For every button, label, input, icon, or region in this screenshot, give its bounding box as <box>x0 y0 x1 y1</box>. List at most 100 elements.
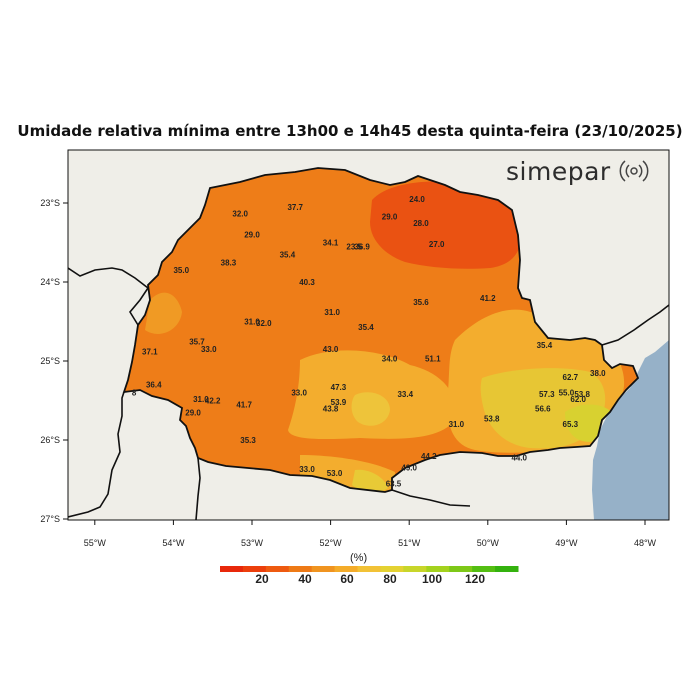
colorbar-segment <box>426 566 450 572</box>
radio-waves-icon <box>619 160 649 182</box>
station-value: 42.2 <box>205 397 221 406</box>
station-value: 28.0 <box>413 219 429 228</box>
lon-tick-label: 48°W <box>634 538 657 548</box>
lon-tick-label: 53°W <box>241 538 264 548</box>
lat-tick-label: 25°S <box>40 356 60 366</box>
station-value: 53.8 <box>484 415 500 424</box>
simepar-logo: simepar <box>506 156 649 186</box>
station-value: 29.0 <box>185 408 201 417</box>
station-value: 33.4 <box>397 390 413 399</box>
station-value: 8 <box>132 389 137 398</box>
station-value: 33.0 <box>201 345 217 354</box>
lon-tick-label: 52°W <box>320 538 343 548</box>
colorbar-segment <box>334 566 359 572</box>
station-value: 29.0 <box>244 231 260 240</box>
station-value: 43.8 <box>323 404 339 413</box>
station-value: 31.0 <box>244 318 260 327</box>
station-value: 53.8 <box>574 390 590 399</box>
map-title: Umidade relativa mínima entre 13h00 e 14… <box>17 122 683 140</box>
station-value: 27.0 <box>429 240 445 249</box>
colorbar-segment <box>242 566 267 572</box>
station-value: 34.1 <box>323 239 339 248</box>
station-value: 35.6 <box>413 298 429 307</box>
station-value: 33.0 <box>299 465 315 474</box>
station-value: 37.1 <box>142 348 158 357</box>
colorbar-label: 40 <box>298 572 312 586</box>
station-value: 53.9 <box>331 398 347 407</box>
station-value: 36.9 <box>354 242 370 251</box>
colorbar-segment <box>311 566 336 572</box>
station-value: 62.0 <box>570 395 586 404</box>
lon-tick-label: 50°W <box>477 538 500 548</box>
latitude-axis: 23°S 24°S 25°S 26°S 27°S <box>40 198 68 524</box>
colorbar-segment <box>220 566 244 572</box>
colorbar-segment <box>380 566 404 572</box>
station-value: 63.5 <box>386 479 402 488</box>
lat-tick-label: 23°S <box>40 198 60 208</box>
lon-tick-label: 51°W <box>398 538 421 548</box>
colorbar-label: 120 <box>464 572 486 586</box>
station-value: 53.0 <box>327 469 343 478</box>
station-value: 38.3 <box>221 258 237 267</box>
colorbar-segment <box>449 566 473 572</box>
state-fill <box>124 168 638 492</box>
station-value: 31.0 <box>449 420 465 429</box>
station-value: 31.0 <box>193 395 209 404</box>
station-value: 35.3 <box>240 436 256 445</box>
station-value: 40.3 <box>299 278 315 287</box>
station-value: 35.4 <box>358 323 374 332</box>
colorbar-label: 100 <box>421 572 443 586</box>
station-value: 56.6 <box>535 404 551 413</box>
colorbar <box>220 566 519 572</box>
station-value: 32.0 <box>232 209 248 218</box>
lat-tick-label: 26°S <box>40 435 60 445</box>
colorbar-segment <box>265 566 290 572</box>
lat-tick-label: 24°S <box>40 277 60 287</box>
neighbor-borders <box>68 267 669 520</box>
station-value: 35.0 <box>173 266 189 275</box>
station-value: 33.0 <box>291 389 307 398</box>
colorbar-unit: (%) <box>350 552 368 564</box>
station-value: 38.0 <box>590 369 606 378</box>
colorbar-segment <box>472 566 496 572</box>
lon-tick-label: 55°W <box>84 538 107 548</box>
brand-name: simepar <box>506 156 611 186</box>
station-value: 57.3 <box>539 390 555 399</box>
colorbar-segment <box>495 566 519 572</box>
station-value: 44.2 <box>421 452 437 461</box>
station-value: 43.0 <box>323 345 339 354</box>
station-value: 35.4 <box>537 341 553 350</box>
colorbar-segment <box>357 566 381 572</box>
station-value: 36.4 <box>146 381 162 390</box>
station-value: 65.3 <box>563 420 579 429</box>
colorbar-segment <box>403 566 427 572</box>
station-value: 44.0 <box>511 453 527 462</box>
station-value: 29.0 <box>382 212 398 221</box>
station-value: 34.0 <box>382 355 398 364</box>
station-value: 62.7 <box>563 373 579 382</box>
station-value: 41.2 <box>480 294 496 303</box>
ocean <box>592 340 669 520</box>
longitude-axis: 55°W 54°W 53°W 52°W 51°W 50°W 49°W 48°W <box>84 520 657 548</box>
map-frame <box>67 149 670 521</box>
station-value: 35.4 <box>280 250 296 259</box>
station-value: 24.0 <box>409 195 425 204</box>
station-value: 35.7 <box>189 337 205 346</box>
lon-tick-label: 49°W <box>555 538 578 548</box>
station-value: 51.1 <box>425 355 441 364</box>
colorbar-segment <box>288 566 313 572</box>
station-value: 55.0 <box>559 389 575 398</box>
lon-tick-label: 54°W <box>162 538 185 548</box>
station-values: 32.0 37.7 29.0 24.0 28.0 27.0 23.5 29.0 34.1 36.9… <box>132 195 606 488</box>
station-value: 37.7 <box>287 203 303 212</box>
station-value: 23.5 <box>346 242 362 251</box>
colorbar-label: 80 <box>383 572 397 586</box>
lat-tick-label: 27°S <box>40 514 60 524</box>
station-value: 47.3 <box>331 383 347 392</box>
colorbar-label: 20 <box>255 572 269 586</box>
colorbar-label: 60 <box>340 572 354 586</box>
station-value: 31.0 <box>324 308 340 317</box>
parana-border <box>122 167 640 493</box>
station-value: 49.0 <box>401 464 417 473</box>
